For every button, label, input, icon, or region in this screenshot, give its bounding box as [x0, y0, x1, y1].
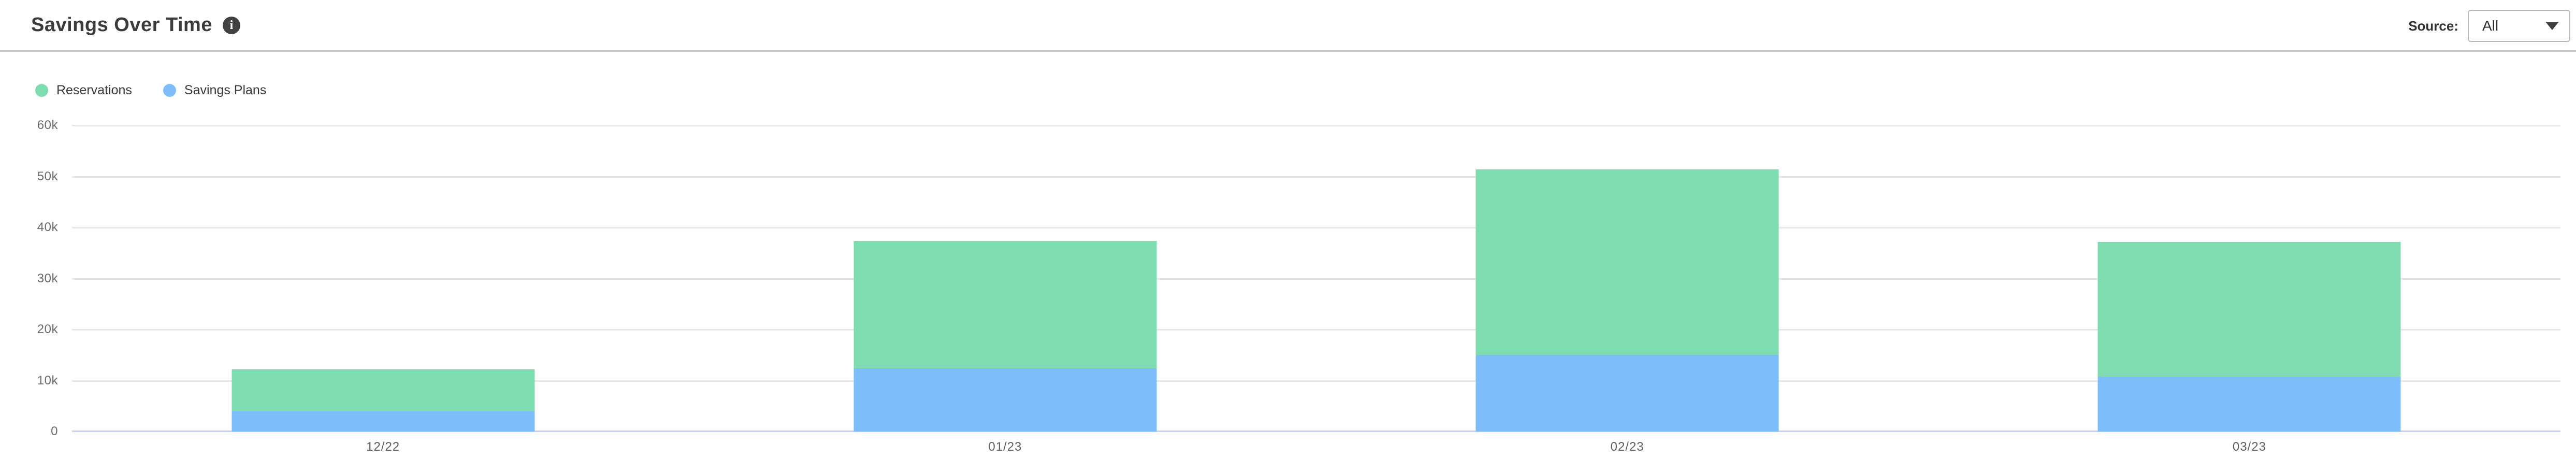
info-icon[interactable]: i: [222, 16, 240, 34]
y-tick-label: 10k: [37, 373, 58, 388]
bar-group-02/23: 02/23: [1316, 125, 1938, 454]
bar-segment-reservations[interactable]: [231, 369, 535, 411]
x-axis-label: 12/22: [366, 440, 400, 454]
legend-label: Reservations: [56, 82, 132, 97]
savings-plans-swatch-icon: [163, 83, 176, 97]
y-tick-label: 40k: [37, 220, 58, 234]
chart-legend: Reservations Savings Plans: [35, 83, 297, 97]
gridline: [72, 125, 2560, 126]
bar-segment-reservations[interactable]: [2097, 241, 2401, 377]
source-label: Source:: [2408, 18, 2458, 34]
x-axis-label: 01/23: [988, 440, 1022, 454]
page-title: Savings Over Time: [31, 14, 212, 36]
stacked-bar-01/23[interactable]: [853, 240, 1157, 432]
bar-group-03/23: 03/23: [1938, 125, 2560, 454]
stacked-bar-03/23[interactable]: [2097, 241, 2401, 432]
gridline: [72, 329, 2560, 331]
source-selected-value: All: [2482, 18, 2499, 34]
bar-segment-reservations[interactable]: [853, 240, 1157, 368]
x-axis-label: 02/23: [1610, 440, 1644, 454]
reservations-swatch-icon: [35, 83, 48, 97]
bar-group-12/22: 12/22: [72, 125, 694, 454]
legend-label: Savings Plans: [184, 82, 267, 97]
y-tick-label: 0: [51, 424, 58, 438]
bar-segment-reservations[interactable]: [1475, 169, 1779, 355]
y-tick-label: 60k: [37, 118, 58, 132]
bar-segment-savings-plans[interactable]: [2097, 376, 2401, 432]
source-select[interactable]: All: [2468, 10, 2570, 42]
bar-group-01/23: 01/23: [694, 125, 1316, 454]
bar-segment-savings-plans[interactable]: [231, 411, 535, 432]
widget-header: Savings Over Time i Source: All: [0, 0, 2576, 52]
gridline: [72, 278, 2560, 280]
stacked-bar-02/23[interactable]: [1475, 169, 1779, 432]
bar-segment-savings-plans[interactable]: [1475, 355, 1779, 432]
x-axis-label: 03/23: [2232, 440, 2266, 454]
y-tick-label: 50k: [37, 169, 58, 183]
dropdown-caret-icon: [2545, 22, 2559, 30]
x-axis-line: [72, 431, 2560, 432]
source-control: Source: All: [2408, 0, 2570, 52]
y-tick-label: 30k: [37, 271, 58, 285]
y-tick-label: 20k: [37, 322, 58, 336]
legend-item-savings-plans[interactable]: Savings Plans: [163, 83, 266, 98]
legend-item-reservations[interactable]: Reservations: [35, 83, 132, 98]
stacked-bar-chart: 60k 50k 40k 30k 20k 10k 0 12/22 01/23 02/23 03/23: [37, 118, 2560, 454]
gridline: [72, 176, 2560, 178]
stacked-bar-12/22[interactable]: [231, 369, 535, 432]
gridline: [72, 227, 2560, 228]
gridline: [72, 380, 2560, 382]
bar-segment-savings-plans[interactable]: [853, 368, 1157, 432]
